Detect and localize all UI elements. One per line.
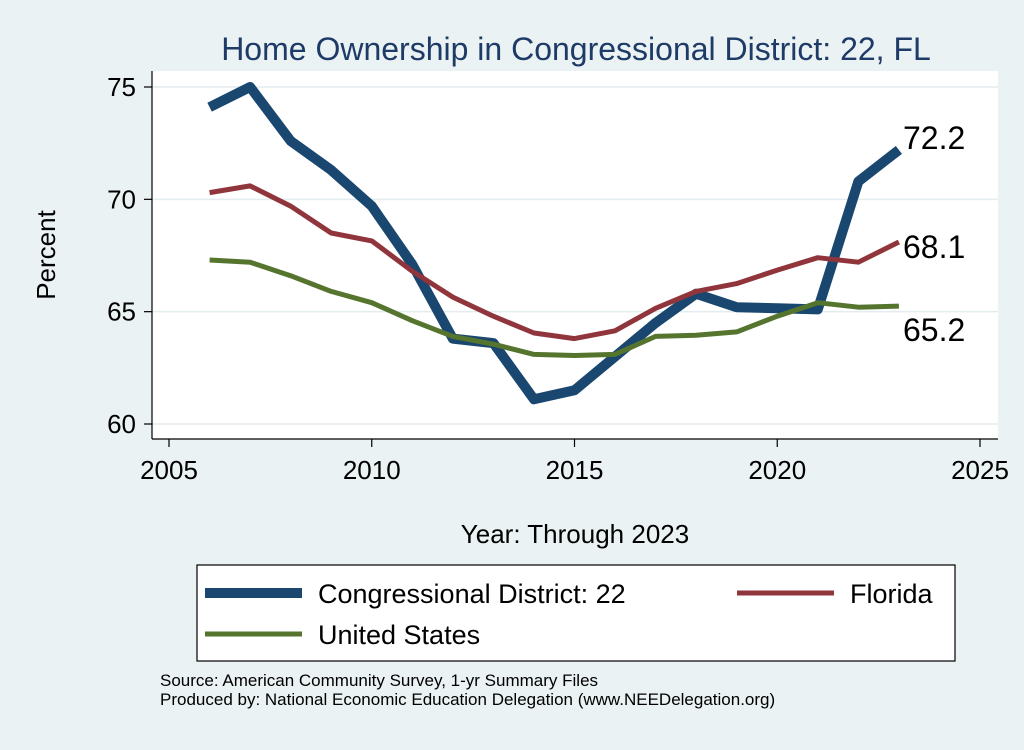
series-line-1 xyxy=(209,183,901,342)
series-line-2 xyxy=(209,257,899,358)
end-label-1: 68.1 xyxy=(903,229,965,265)
y-tick-label-75: 75 xyxy=(107,72,136,102)
x-tick-label-2010: 2010 xyxy=(343,455,401,485)
x-tick-label-2015: 2015 xyxy=(546,455,604,485)
legend-box xyxy=(196,564,956,662)
series-line-0 xyxy=(207,82,902,405)
series xyxy=(207,82,902,405)
source-note: Source: American Community Survey, 1-yr … xyxy=(160,671,599,690)
legend: Congressional District: 22 Florida United … xyxy=(196,564,956,662)
y-tick-label-70: 70 xyxy=(107,184,136,214)
footer: Source: American Community Survey, 1-yr … xyxy=(160,671,775,709)
y-axis-label: Percent xyxy=(31,209,61,299)
legend-label-1: Florida xyxy=(850,579,934,609)
end-labels: 72.2 68.1 65.2 xyxy=(903,120,965,348)
chart-title: Home Ownership in Congressional District… xyxy=(221,31,931,67)
x-tick-label-2020: 2020 xyxy=(748,455,806,485)
end-label-2: 65.2 xyxy=(903,312,965,348)
x-tick-label-2025: 2025 xyxy=(951,455,1009,485)
end-label-0: 72.2 xyxy=(903,120,965,156)
plot-area xyxy=(152,71,998,439)
x-tick-label-2005: 2005 xyxy=(140,455,198,485)
axis-ticks: 60 65 70 75 2005 2010 2015 2020 2025 xyxy=(107,72,1009,485)
x-axis-label: Year: Through 2023 xyxy=(461,519,689,549)
legend-label-2: United States xyxy=(318,620,480,650)
legend-label-0: Congressional District: 22 xyxy=(318,579,626,609)
y-tick-label-65: 65 xyxy=(107,297,136,327)
y-tick-label-60: 60 xyxy=(107,409,136,439)
legend-items: Congressional District: 22 Florida United … xyxy=(205,579,934,650)
producer-note: Produced by: National Economic Education… xyxy=(160,690,776,709)
